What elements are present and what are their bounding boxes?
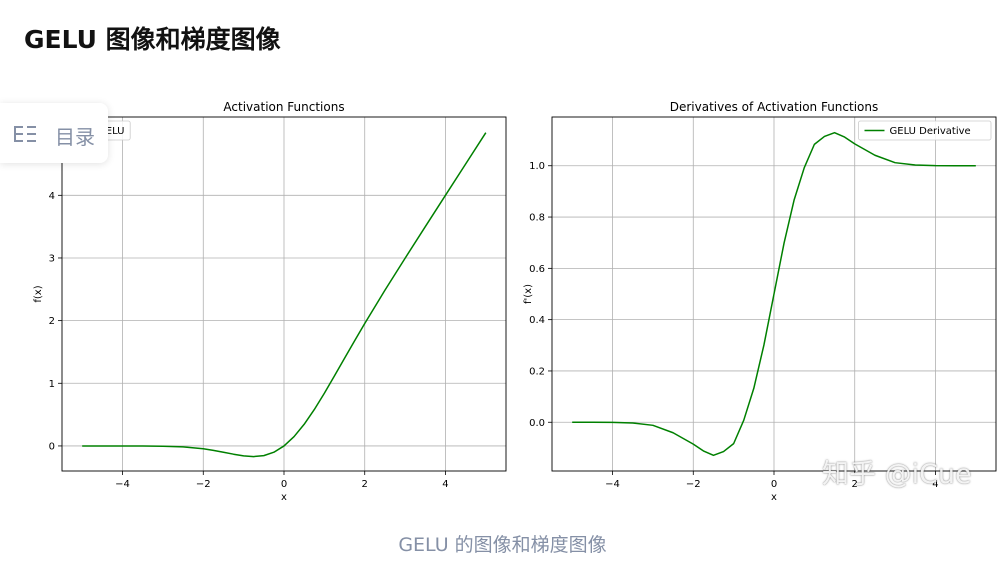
y-tick-label: 3: [49, 253, 55, 264]
series-line: [82, 132, 487, 458]
x-axis-label: x: [771, 492, 777, 503]
x-tick-label: 2: [852, 479, 858, 490]
y-tick-label: 4: [49, 191, 55, 202]
x-tick-label: 2: [362, 479, 368, 490]
legend: GELU Derivative: [858, 120, 992, 141]
legend-box: [858, 120, 992, 141]
x-axis-label: x: [281, 492, 287, 503]
y-tick-label: 0: [49, 441, 55, 452]
series-line: [572, 131, 976, 457]
watermark: 知乎 @iCue: [822, 459, 972, 490]
x-tick-label: −4: [605, 479, 620, 490]
x-tick-label: −4: [115, 479, 130, 490]
toc-label: 目录: [55, 125, 95, 149]
chart-title: Derivatives of Activation Functions: [670, 100, 879, 114]
chart-panel-2: −4 −2 0 2 4 0.0 0.2 0.4 0.6 0.8 1.0 Derivatives of …: [523, 100, 997, 503]
x-tick-label: 4: [442, 479, 448, 490]
y-tick-label: 0.0: [529, 418, 545, 429]
page-title: GELU 图像和梯度图像: [24, 25, 281, 54]
x-tick-label: −2: [686, 479, 701, 490]
figure-caption: GELU 的图像和梯度图像: [398, 534, 607, 556]
x-tick-label: 0: [771, 479, 777, 490]
y-axis-label: f(x): [33, 285, 44, 302]
y-axis-label: f'(x): [523, 284, 534, 304]
chart-title: Activation Functions: [223, 100, 344, 114]
y-tick-label: 1.0: [529, 161, 545, 172]
x-tick-label: 0: [281, 479, 287, 490]
legend-label: GELU: [98, 126, 124, 137]
x-tick-label: 4: [932, 479, 938, 490]
y-tick-label: 0.6: [529, 264, 545, 275]
y-tick-label: 2: [49, 316, 55, 327]
chart-panel-1: −4 −2 0 2 4 0 1 2 3 4 Activation Functions x f(x) GEL…: [33, 100, 507, 503]
y-tick-label: 0.2: [529, 366, 545, 377]
y-tick-label: 0.8: [529, 213, 545, 224]
legend-label: GELU Derivative: [890, 126, 971, 137]
x-tick-label: −2: [196, 479, 211, 490]
toc-button[interactable]: 目录: [0, 103, 108, 163]
y-tick-label: 1: [49, 379, 55, 390]
y-tick-label: 0.4: [529, 315, 545, 326]
list-icon: [14, 126, 36, 142]
